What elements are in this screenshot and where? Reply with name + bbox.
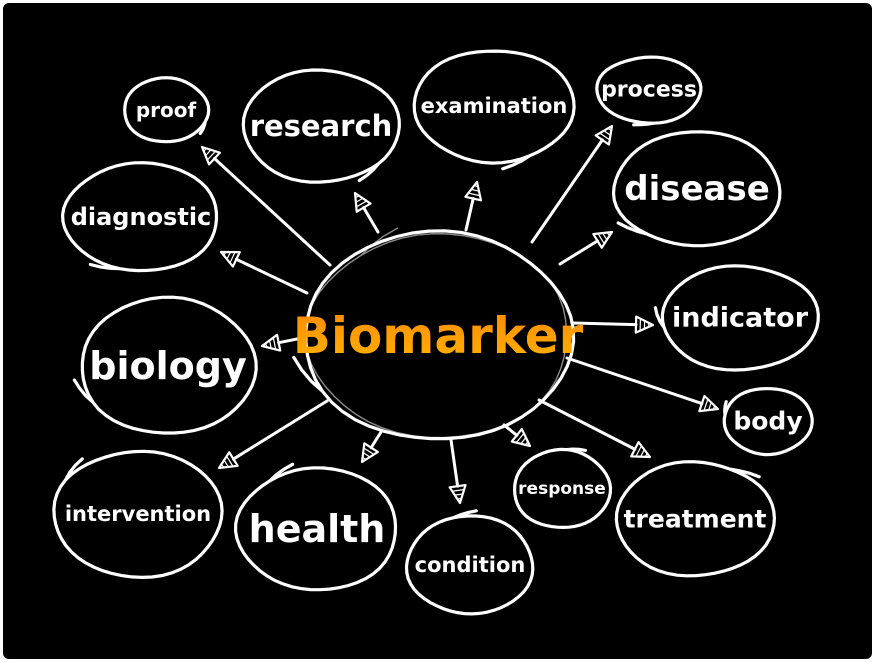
node-biology: biology [72, 295, 258, 435]
node-label-treatment: treatment [624, 505, 767, 534]
node-proof: proof [123, 76, 211, 144]
arrow-body [565, 356, 720, 413]
node-layer: proof research examination process diagnosti… [52, 49, 820, 616]
node-body: body [722, 386, 814, 457]
node-label-biology: biology [89, 344, 247, 388]
node-label-disease: disease [624, 169, 770, 209]
arrow-diagnostic [219, 250, 309, 295]
node-health: health [233, 462, 398, 592]
arrow-process [530, 124, 614, 244]
node-label-condition: condition [415, 553, 526, 577]
node-treatment: treatment [614, 460, 777, 578]
node-response: response [512, 447, 613, 530]
node-diagnostic: diagnostic [60, 161, 219, 273]
arrow-disease [558, 230, 614, 266]
arrow-research [353, 191, 380, 234]
node-label-proof: proof [136, 98, 197, 122]
node-label-diagnostic: diagnostic [71, 203, 212, 231]
node-condition: condition [404, 509, 535, 616]
arrow-examination [464, 180, 483, 232]
node-label-response: response [518, 479, 606, 499]
node-label-examination: examination [421, 94, 568, 118]
node-label-research: research [250, 109, 393, 143]
arrow-health [360, 430, 383, 464]
node-label-body: body [733, 407, 802, 436]
node-intervention: intervention [52, 449, 224, 580]
arrow-treatment [537, 398, 652, 459]
arrow-intervention [217, 399, 329, 470]
node-label-indicator: indicator [672, 303, 809, 334]
arrow-proof [200, 145, 332, 267]
arrow-indicator [571, 315, 655, 334]
center-node: Biomarker [292, 227, 584, 441]
arrow-biology [260, 333, 304, 352]
arrow-condition [448, 438, 467, 505]
arrow-layer [200, 124, 720, 505]
node-label-health: health [249, 507, 386, 551]
node-process: process [595, 55, 703, 127]
node-label-intervention: intervention [65, 502, 211, 526]
node-indicator: indicator [653, 264, 820, 372]
node-research: research [241, 68, 401, 184]
node-label-process: process [601, 78, 697, 103]
node-examination: examination [412, 49, 576, 171]
node-disease: disease [611, 130, 782, 248]
center-label: Biomarker [293, 307, 584, 365]
